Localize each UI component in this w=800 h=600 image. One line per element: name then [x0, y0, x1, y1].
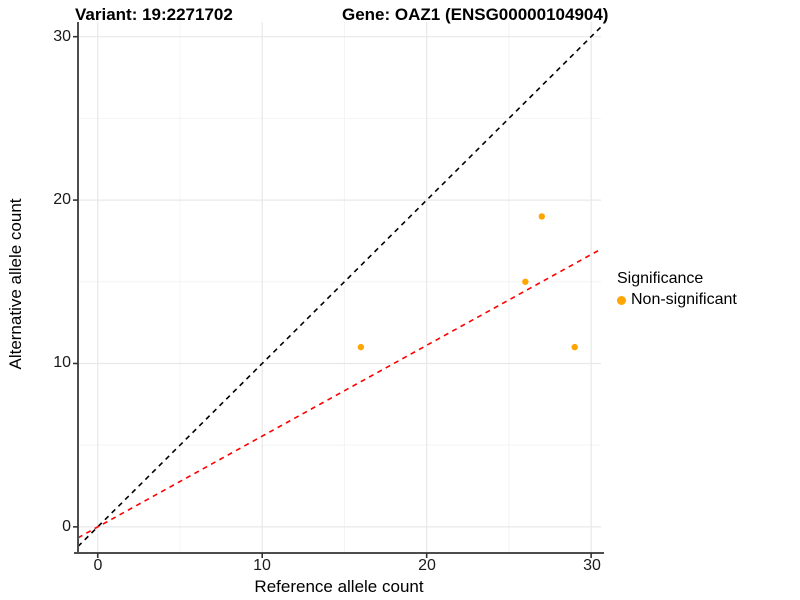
- y-tick-label-10: 10: [53, 354, 71, 371]
- y-tick-label-30: 30: [53, 28, 71, 45]
- plot-title-gene: Gene: OAZ1 (ENSG00000104904): [342, 5, 609, 24]
- legend-point-icon: [617, 295, 626, 305]
- y-tick-label-0: 0: [62, 518, 71, 535]
- data-point: [571, 343, 578, 351]
- x-tick-label-0: 0: [93, 557, 103, 574]
- data-point: [522, 278, 529, 285]
- y-axis-title: Alternative allele count: [6, 198, 25, 370]
- data-point: [538, 213, 545, 220]
- legend-title: Significance: [617, 270, 704, 287]
- y-tick-label-20: 20: [53, 191, 71, 208]
- x-tick-label-30: 30: [583, 557, 601, 574]
- x-tick-label-10: 10: [253, 557, 271, 574]
- fit-line: [77, 248, 602, 539]
- legend-item: Non-significant: [617, 291, 737, 309]
- legend-item-label: Non-significant: [631, 291, 737, 308]
- x-tick-label-20: 20: [418, 557, 436, 574]
- x-axis-title: Reference allele count: [254, 577, 424, 596]
- data-point: [357, 343, 365, 351]
- legend: Significance Non-significant: [617, 270, 737, 309]
- plot-title-variant: Variant: 19:2271702: [75, 5, 233, 24]
- identity-line: [77, 26, 602, 548]
